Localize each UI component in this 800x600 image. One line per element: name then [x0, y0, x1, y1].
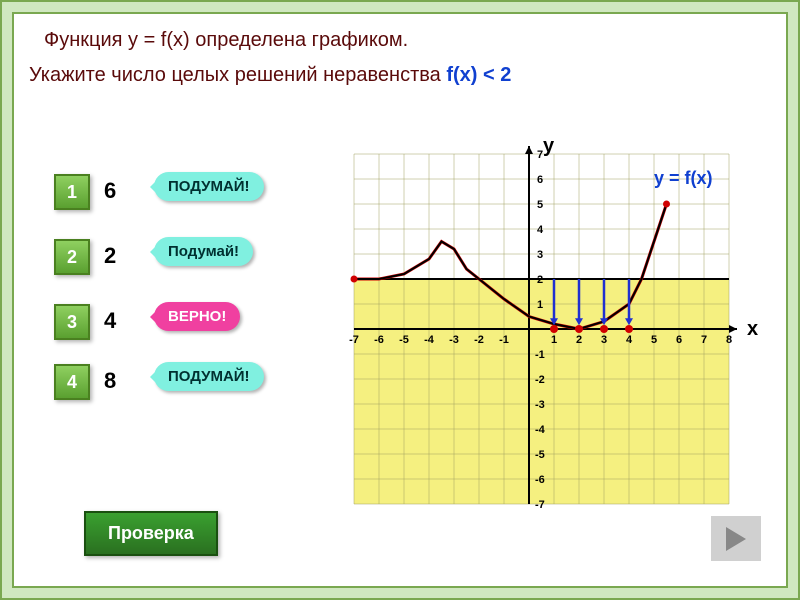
svg-text:-4: -4: [535, 424, 546, 436]
svg-text:5: 5: [537, 199, 543, 211]
subtitle-prefix: Укажите число целых решений неравенства: [29, 64, 446, 86]
svg-text:-5: -5: [399, 334, 409, 346]
svg-text:-3: -3: [449, 334, 459, 346]
svg-text:-1: -1: [499, 334, 509, 346]
svg-text:-4: -4: [424, 334, 435, 346]
feedback-bubble-3: ВЕРНО!: [154, 302, 240, 331]
svg-text:-2: -2: [535, 374, 545, 386]
svg-text:2: 2: [576, 334, 582, 346]
svg-text:1: 1: [551, 334, 557, 346]
svg-text:-2: -2: [474, 334, 484, 346]
slide-inner: Функция у = f(x) определена графиком. Ук…: [12, 12, 788, 588]
answer-button-2[interactable]: 2: [54, 239, 90, 275]
check-button[interactable]: Проверка: [84, 511, 218, 556]
svg-text:-1: -1: [535, 349, 545, 361]
svg-text:6: 6: [676, 334, 682, 346]
svg-text:y = f(x): y = f(x): [654, 168, 713, 188]
svg-text:-6: -6: [374, 334, 384, 346]
svg-text:3: 3: [537, 249, 543, 261]
svg-text:5: 5: [651, 334, 657, 346]
svg-text:-6: -6: [535, 474, 545, 486]
subtitle-text: Укажите число целых решений неравенства …: [29, 64, 511, 87]
slide-container: Функция у = f(x) определена графиком. Ук…: [0, 0, 800, 600]
svg-text:1: 1: [537, 299, 543, 311]
svg-text:-7: -7: [535, 499, 545, 511]
svg-text:6: 6: [537, 174, 543, 186]
feedback-bubble-4: ПОДУМАЙ!: [154, 362, 264, 391]
answer-value-4: 8: [104, 368, 116, 394]
chart-svg: -7-6-5-4-3-2-1123456781234567-1-2-3-4-5-…: [334, 134, 774, 534]
svg-text:4: 4: [626, 334, 633, 346]
svg-text:-3: -3: [535, 399, 545, 411]
svg-text:8: 8: [726, 334, 732, 346]
title-text: Функция у = f(x) определена графиком.: [44, 29, 408, 52]
svg-text:x: x: [747, 318, 758, 340]
feedback-bubble-1: ПОДУМАЙ!: [154, 172, 264, 201]
svg-text:7: 7: [701, 334, 707, 346]
answer-button-1[interactable]: 1: [54, 174, 90, 210]
svg-text:3: 3: [601, 334, 607, 346]
answer-button-3[interactable]: 3: [54, 304, 90, 340]
inequality-text: f(x) < 2: [446, 64, 511, 86]
svg-text:4: 4: [537, 224, 544, 236]
svg-text:-5: -5: [535, 449, 545, 461]
feedback-bubble-2: Подумай!: [154, 237, 253, 266]
svg-text:y: y: [543, 135, 555, 157]
answer-value-1: 6: [104, 178, 116, 204]
svg-text:2: 2: [537, 274, 543, 286]
answer-button-4[interactable]: 4: [54, 364, 90, 400]
chart-area: -7-6-5-4-3-2-1123456781234567-1-2-3-4-5-…: [334, 134, 774, 534]
answer-value-3: 4: [104, 308, 116, 334]
svg-text:-7: -7: [349, 334, 359, 346]
answer-value-2: 2: [104, 243, 116, 269]
